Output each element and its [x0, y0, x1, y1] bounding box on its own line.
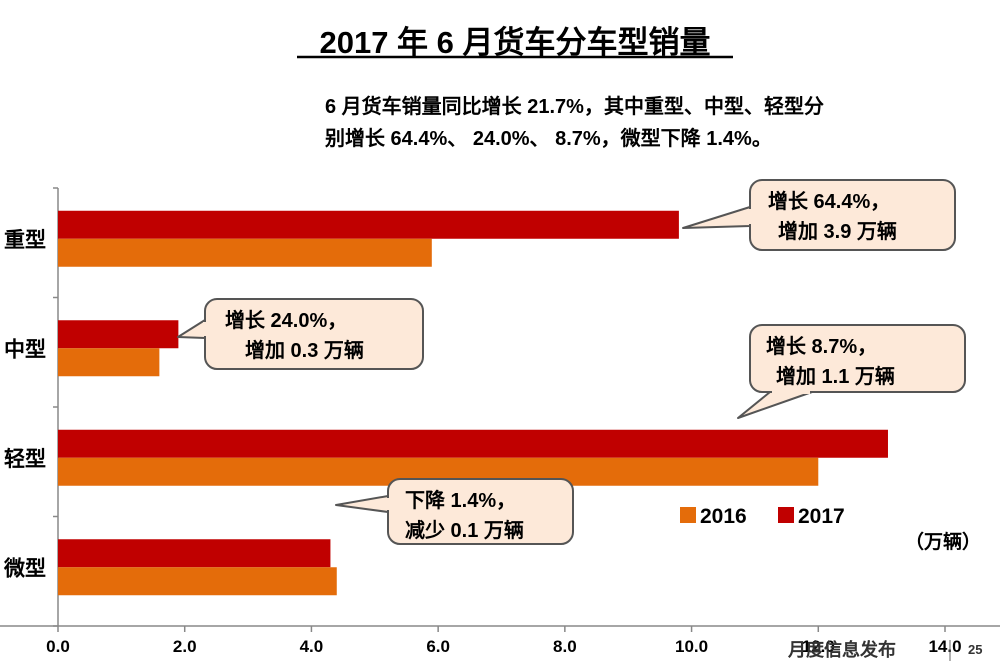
summary-line-1: 6 月货车销量同比增长 21.7%，其中重型、中型、轻型分	[325, 94, 824, 118]
category-label: 重型	[4, 229, 46, 252]
bar-2017-2	[58, 429, 888, 458]
unit-label: （万辆）	[905, 530, 981, 553]
x-tick-label: 10.0	[675, 637, 708, 656]
bar-2017-0	[58, 210, 679, 239]
legend-swatch-2016	[680, 507, 696, 523]
legend-swatch-2017	[778, 507, 794, 523]
bars	[58, 210, 888, 596]
page-number: 25	[968, 642, 982, 657]
x-tick-label: 4.0	[300, 637, 324, 656]
category-label: 微型	[3, 556, 46, 580]
legend-label-2016: 2016	[700, 505, 747, 528]
callout-line-2: 增加 3.9 万辆	[778, 219, 897, 243]
callout-line-2: 减少 0.1 万辆	[405, 518, 524, 542]
x-tick-label: 8.0	[553, 637, 577, 656]
callout-3: 下降 1.4%， 减少 0.1 万辆	[335, 478, 574, 545]
callout-line-1: 增长 24.0%，	[225, 308, 347, 332]
x-tick-label: 12.0	[802, 637, 835, 656]
bar-2017-3	[58, 539, 331, 568]
callout-pointer	[177, 319, 206, 339]
bar-2017-1	[58, 320, 179, 349]
footer-source: 月度信息发布	[787, 639, 896, 660]
bar-2016-3	[58, 567, 337, 596]
x-tick-label: 6.0	[426, 637, 450, 656]
x-axis-ticks: 0.0 2.0 4.0 6.0 8.0 10.0 12.0 14.0	[46, 626, 962, 656]
x-tick-label: 0.0	[46, 637, 70, 656]
callout-1: 增长 24.0%， 增加 0.3 万辆	[177, 298, 424, 370]
callout-pointer	[737, 391, 813, 419]
callout-pointer	[335, 495, 389, 513]
chart-title: 2017 年 6 月货车分车型销量	[319, 25, 710, 60]
x-tick-label: 14.0	[928, 637, 961, 656]
callout-line-1: 下降 1.4%，	[405, 488, 516, 512]
legend: 2016 2017	[680, 505, 845, 528]
category-label: 轻型	[4, 447, 46, 471]
bar-2016-0	[58, 238, 432, 267]
callout-box	[749, 324, 966, 393]
summary-line-2: 别增长 64.4%、 24.0%、 8.7%，微型下降 1.4%。	[324, 126, 772, 150]
callout-2: 增长 8.7%， 增加 1.1 万辆	[737, 324, 966, 419]
callout-line-2: 增加 1.1 万辆	[776, 364, 895, 388]
x-tick-label: 2.0	[173, 637, 197, 656]
callout-0: 增长 64.4%， 增加 3.9 万辆	[682, 179, 956, 251]
callout-line-2: 增加 0.3 万辆	[245, 338, 364, 362]
bar-2016-1	[58, 348, 160, 377]
callout-line-1: 增长 64.4%，	[768, 189, 890, 213]
category-label: 中型	[4, 338, 46, 361]
callout-pointer	[682, 206, 751, 229]
y-axis-ticks	[53, 187, 58, 627]
callout-line-1: 增长 8.7%，	[766, 334, 877, 358]
legend-label-2017: 2017	[798, 505, 845, 528]
